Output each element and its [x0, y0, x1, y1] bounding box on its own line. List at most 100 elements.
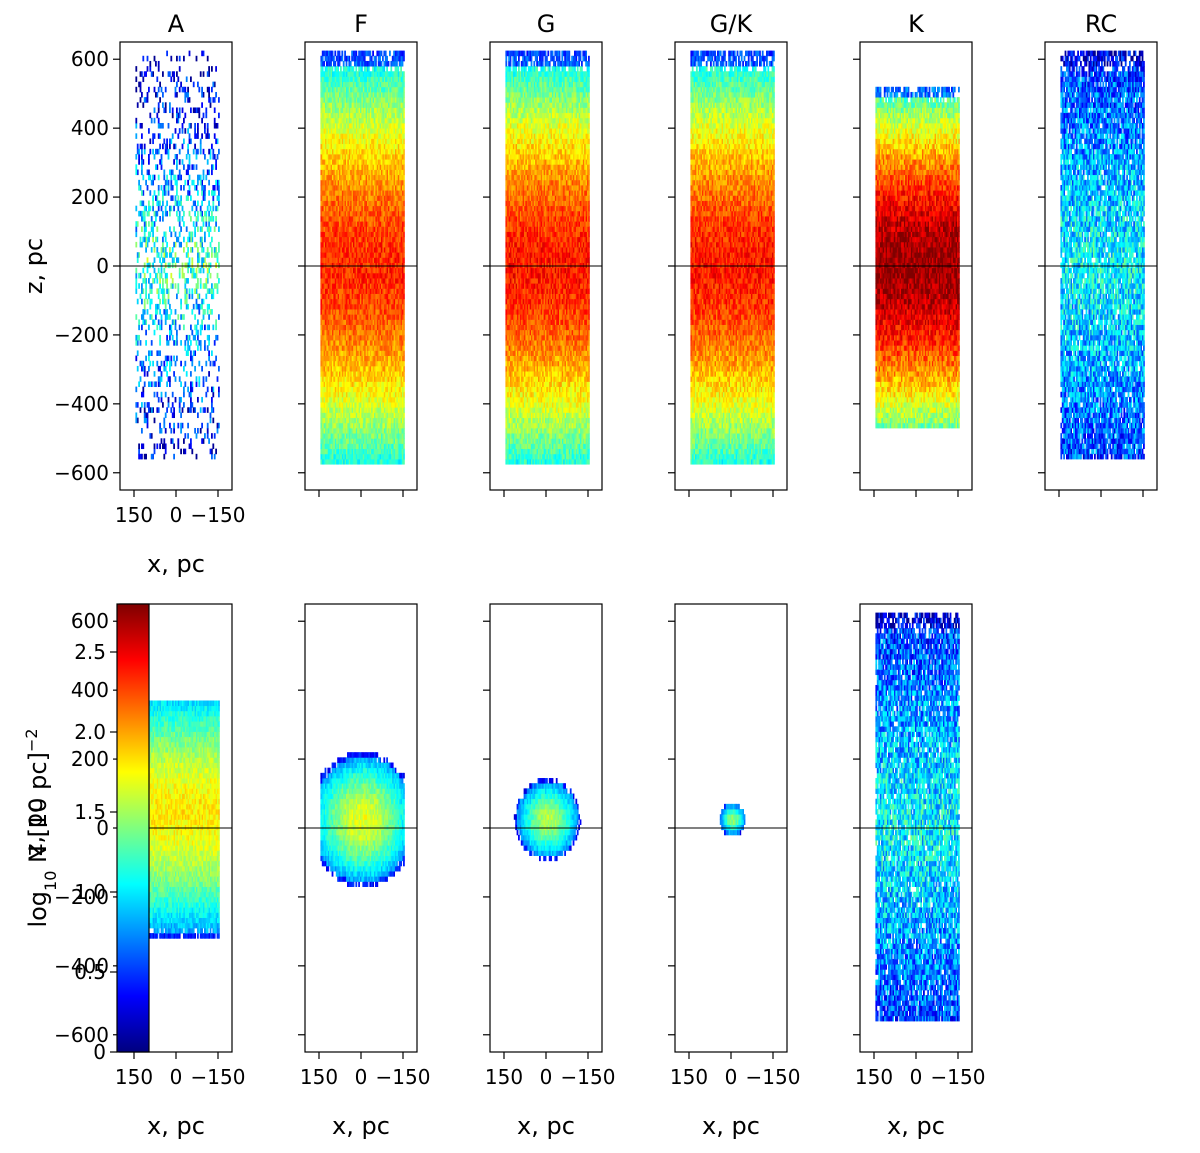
heatmap-cell — [394, 195, 397, 201]
heatmap-cell — [387, 298, 390, 305]
heatmap-cell — [361, 334, 363, 341]
heatmap-cell — [397, 91, 400, 98]
heatmap-cell — [213, 122, 216, 129]
heatmap-cell — [372, 252, 374, 258]
heatmap-cell — [340, 283, 342, 289]
heatmap-cell — [361, 407, 363, 413]
heatmap-cell — [359, 86, 362, 93]
heatmap-cell — [344, 107, 346, 114]
heatmap-cell — [376, 262, 379, 269]
heatmap-cell — [349, 148, 352, 155]
heatmap-cell — [384, 122, 387, 129]
heatmap-cell — [195, 267, 198, 274]
heatmap-cell — [201, 257, 203, 263]
heatmap-cell — [348, 195, 351, 201]
heatmap-cell — [363, 174, 366, 181]
heatmap-cell — [391, 185, 394, 191]
heatmap-cell — [403, 164, 405, 170]
heatmap-cell — [341, 422, 344, 429]
heatmap-cell — [379, 164, 381, 170]
heatmap-cell — [338, 107, 341, 114]
heatmap-cell — [394, 226, 397, 232]
heatmap-cell — [359, 438, 362, 444]
heatmap-cell — [355, 417, 358, 424]
heatmap-cell — [192, 272, 195, 279]
heatmap-cell — [340, 169, 342, 176]
heatmap-cell — [337, 407, 339, 413]
heatmap-cell — [211, 190, 213, 196]
heatmap-cell — [362, 216, 365, 222]
heatmap-cell — [359, 247, 362, 253]
heatmap-cell — [386, 267, 388, 274]
heatmap-cell — [384, 50, 387, 57]
heatmap-cell — [338, 241, 341, 248]
heatmap-cell — [183, 185, 185, 191]
heatmap-cell — [212, 288, 215, 294]
heatmap-cell — [184, 381, 187, 388]
heatmap-cell — [387, 195, 390, 201]
heatmap-cell — [342, 345, 345, 351]
heatmap-cell — [162, 216, 164, 222]
heatmap-cell — [362, 210, 365, 217]
heatmap-cell — [356, 236, 359, 243]
heatmap-cell — [355, 262, 358, 269]
heatmap-cell — [355, 128, 358, 134]
heatmap-cell — [384, 128, 387, 134]
heatmap-cell — [356, 298, 359, 305]
heatmap-cell — [349, 412, 352, 419]
heatmap-cell — [352, 438, 355, 444]
heatmap-cell — [397, 231, 400, 238]
heatmap-cell — [163, 365, 166, 372]
heatmap-cell — [160, 154, 163, 160]
heatmap-cell — [390, 350, 393, 356]
heatmap-cell — [397, 154, 400, 160]
heatmap-cell — [356, 154, 359, 160]
heatmap-cell — [369, 216, 372, 222]
heatmap-cell — [394, 298, 397, 305]
heatmap-cell — [386, 221, 388, 227]
heatmap-cell — [365, 91, 367, 98]
heatmap-cell — [344, 179, 346, 186]
heatmap-cell — [380, 453, 383, 460]
heatmap-cell — [141, 216, 143, 222]
heatmap-cell — [398, 386, 401, 393]
heatmap-cell — [152, 179, 154, 186]
heatmap-cell — [386, 272, 388, 279]
heatmap-cell — [373, 210, 376, 217]
heatmap-cell — [188, 334, 191, 341]
heatmap-cell — [401, 340, 404, 346]
heatmap-cell — [372, 143, 374, 150]
heatmap-cell — [380, 345, 383, 351]
heatmap-cell — [146, 309, 149, 315]
heatmap-cell — [379, 267, 381, 274]
heatmap-cell — [361, 386, 363, 393]
heatmap-cell — [401, 314, 404, 320]
heatmap-cell — [218, 112, 220, 119]
heatmap-cell — [394, 112, 397, 119]
heatmap-cell — [352, 314, 355, 320]
heatmap-cell — [387, 345, 390, 351]
heatmap-cell — [393, 365, 395, 372]
heatmap-cell — [394, 293, 397, 300]
heatmap-cell — [169, 376, 171, 382]
heatmap-cell — [377, 443, 380, 450]
heatmap-cell — [365, 396, 367, 403]
heatmap-cell — [160, 267, 163, 274]
heatmap-cell — [347, 433, 349, 439]
heatmap-cell — [379, 443, 381, 450]
heatmap-cell — [394, 86, 397, 93]
heatmap-cell — [359, 319, 362, 325]
heatmap-cell — [341, 381, 344, 388]
heatmap-cell — [169, 334, 171, 341]
heatmap-cell — [373, 345, 376, 351]
heatmap-cell — [352, 257, 355, 263]
heatmap-cell — [365, 247, 367, 253]
heatmap-cell — [194, 241, 196, 248]
heatmap-cell — [356, 122, 359, 129]
heatmap-cell — [373, 448, 376, 455]
heatmap-cell — [394, 231, 397, 238]
heatmap-cell — [366, 76, 369, 83]
heatmap-cell — [361, 272, 363, 279]
heatmap-cell — [363, 443, 366, 450]
heatmap-cell — [178, 216, 181, 222]
